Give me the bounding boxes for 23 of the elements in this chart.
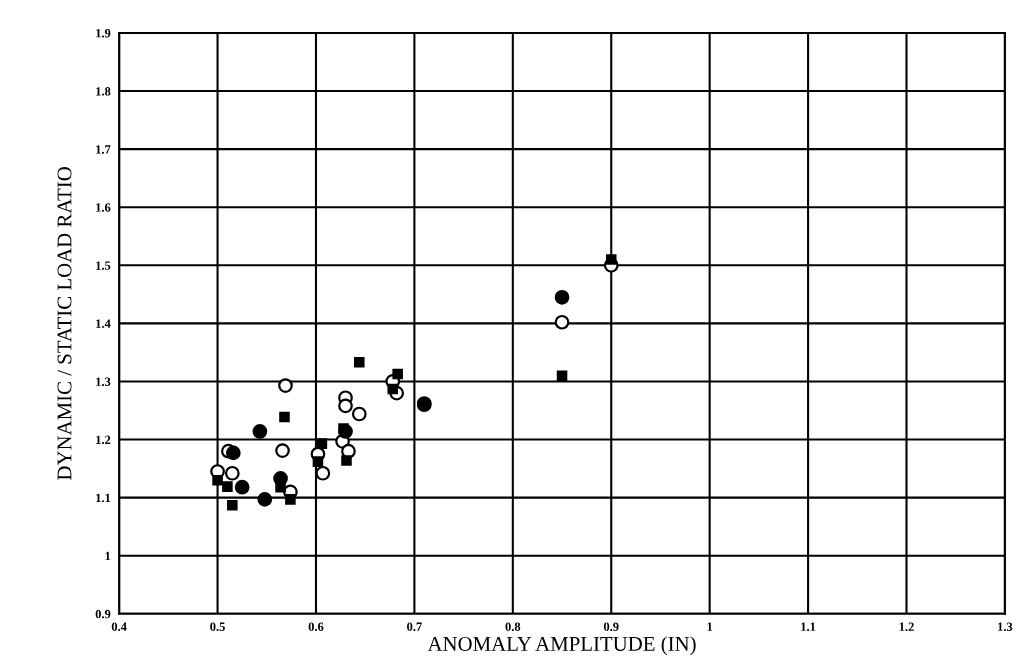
- x-tick-label: 0.5: [210, 622, 225, 631]
- y-tick-label: 1: [105, 551, 111, 561]
- x-axis-title: ANOMALY AMPLITUDE (IN): [427, 636, 696, 656]
- y-tick-label: 1.2: [96, 435, 111, 445]
- y-tick-label: 1.1: [96, 493, 111, 503]
- x-tick-label: 0.9: [603, 622, 619, 631]
- x-tick-label: 0.4: [111, 622, 127, 631]
- x-tick-label: 1.2: [899, 622, 914, 631]
- y-tick-label: 1.9: [96, 29, 111, 38]
- y-tick-label: 0.9: [95, 609, 111, 619]
- x-tick-label: 0.8: [505, 622, 521, 631]
- y-tick-label: 1.6: [96, 203, 111, 212]
- x-tick-label: 0.6: [308, 622, 324, 631]
- x-tick-label: 0.7: [407, 622, 422, 631]
- y-tick-label: 1.8: [96, 87, 111, 96]
- y-tick-label: 1.5: [96, 261, 111, 270]
- y-tick-label: 1.4: [96, 319, 111, 328]
- x-tick-label: 1.3: [998, 622, 1013, 631]
- y-tick-label: 1.3: [96, 377, 111, 386]
- y-axis-title: DYNAMIC / STATIC LOAD RATIO: [57, 167, 72, 480]
- x-tick-label: 1: [707, 622, 713, 631]
- x-tick-label: 1.1: [801, 622, 816, 631]
- y-tick-label: 1.7: [96, 145, 111, 154]
